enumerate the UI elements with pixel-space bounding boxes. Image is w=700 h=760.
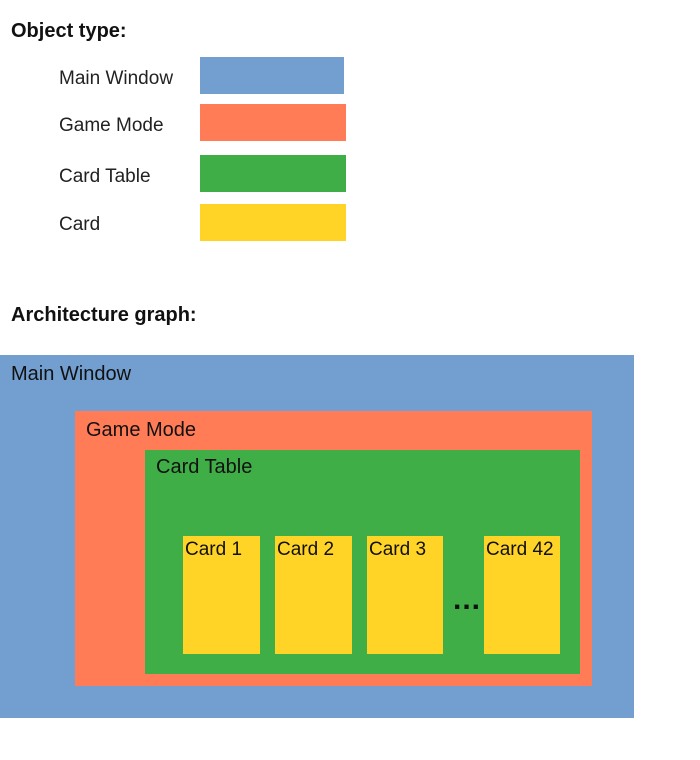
legend-heading: Object type:	[11, 20, 127, 42]
main-window-label: Main Window	[11, 363, 132, 385]
legend-swatch-game-mode	[200, 104, 346, 141]
card-box-1: Card 1	[183, 536, 260, 654]
ellipsis: ...	[453, 583, 482, 616]
legend-label-main-window: Main Window	[59, 68, 174, 89]
card-label-3: Card 3	[369, 539, 427, 560]
architecture-heading: Architecture graph:	[11, 304, 197, 326]
legend-swatch-card-table	[200, 155, 346, 192]
legend-swatch-main-window	[200, 57, 344, 94]
legend-label-card-table: Card Table	[59, 166, 151, 187]
card-label-1: Card 1	[185, 539, 243, 560]
legend-label-game-mode: Game Mode	[59, 115, 164, 136]
game-mode-label: Game Mode	[86, 419, 197, 441]
card-label-2: Card 2	[277, 539, 335, 560]
card-box-3: Card 3	[367, 536, 443, 654]
card-box-42: Card 42	[484, 536, 560, 654]
card-box-2: Card 2	[275, 536, 352, 654]
legend-swatch-card	[200, 204, 346, 241]
card-table-label: Card Table	[156, 456, 253, 478]
card-label-42: Card 42	[486, 539, 554, 560]
legend-label-card: Card	[59, 214, 101, 235]
